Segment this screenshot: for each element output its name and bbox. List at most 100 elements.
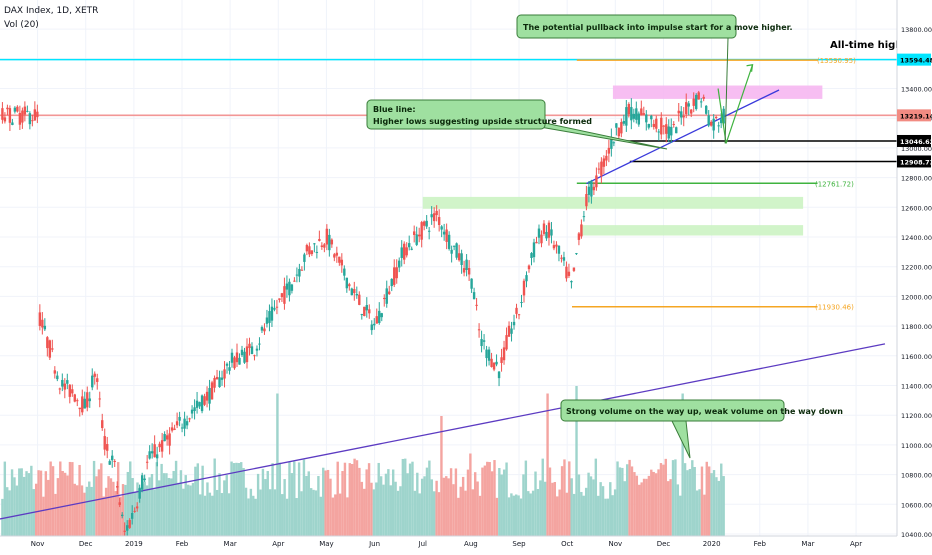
candle-body xyxy=(203,396,206,405)
volume-bar xyxy=(466,469,470,536)
volume-bar xyxy=(307,471,310,536)
volume-bar xyxy=(710,473,713,536)
volume-bar xyxy=(297,462,301,536)
volume-bar xyxy=(88,481,91,536)
volume-bar xyxy=(92,460,96,536)
candle-body xyxy=(662,125,665,127)
candle-body xyxy=(665,124,668,134)
volume-bar xyxy=(331,497,335,536)
candle-body xyxy=(285,283,289,290)
candle-body xyxy=(530,253,533,259)
candle-body xyxy=(467,268,471,275)
candle-body xyxy=(622,120,626,124)
volume-bar xyxy=(343,462,347,536)
volume-bar xyxy=(428,460,431,536)
volume-bar xyxy=(551,482,554,536)
volume-bar xyxy=(652,471,655,536)
volume-bar xyxy=(15,485,19,536)
candle-body xyxy=(91,375,94,388)
candle-body xyxy=(610,137,613,149)
volume-bar xyxy=(609,482,612,536)
volume-bar xyxy=(3,461,7,536)
volume-bar xyxy=(587,472,590,536)
volume-bar xyxy=(314,490,318,536)
candle-body xyxy=(597,168,601,170)
candle-body xyxy=(173,428,176,430)
candle-body xyxy=(58,388,62,390)
volume-bar xyxy=(618,467,622,536)
time-axis-label: Jun xyxy=(368,540,380,548)
candle-body xyxy=(565,266,568,279)
volume-bar xyxy=(638,484,641,536)
candle-body xyxy=(487,349,491,361)
volume-bar xyxy=(650,469,653,536)
volume-bar xyxy=(341,471,344,536)
volume-bar xyxy=(483,465,487,536)
candle-body xyxy=(260,327,264,331)
volume-bar xyxy=(401,458,405,536)
candle-body xyxy=(600,161,603,176)
volume-bar xyxy=(621,467,624,536)
candle-body xyxy=(680,111,683,118)
candle-body xyxy=(288,281,291,296)
candle-body xyxy=(83,398,86,409)
volume-bar xyxy=(449,468,453,536)
candle-body xyxy=(385,288,388,304)
candle-body xyxy=(200,395,204,412)
candle-body xyxy=(263,328,266,332)
volume-bar xyxy=(177,482,180,536)
candle-body xyxy=(188,418,191,420)
volume-bar xyxy=(365,469,368,536)
candle-body xyxy=(295,274,299,276)
volume-bar xyxy=(252,495,255,536)
candle-body xyxy=(690,109,693,114)
candle-body xyxy=(363,306,366,316)
blue-trendline xyxy=(586,89,780,185)
volume-bar xyxy=(707,466,711,536)
candle-body xyxy=(350,288,354,296)
volume-bar xyxy=(145,485,149,536)
volume-bar xyxy=(30,465,33,536)
candle-body xyxy=(570,281,573,283)
candle-body xyxy=(283,286,286,304)
volume-bar xyxy=(223,480,226,536)
candle-body xyxy=(198,402,201,407)
volume-bar xyxy=(512,495,516,536)
candle-body xyxy=(507,325,511,337)
candle-body xyxy=(113,460,116,462)
candle-body xyxy=(430,214,433,218)
candle-body xyxy=(108,461,111,465)
volume-bar xyxy=(425,467,429,536)
volume-bar xyxy=(59,461,62,536)
volume-bar xyxy=(712,470,716,536)
candle-body xyxy=(310,250,314,255)
candle-body xyxy=(652,123,655,127)
candle-body xyxy=(527,265,531,270)
volume-bar xyxy=(39,470,43,536)
time-axis-label: Mar xyxy=(224,540,237,548)
volume-bar xyxy=(500,474,503,536)
volume-bar xyxy=(227,493,231,536)
candle-body xyxy=(615,123,618,128)
candle-body xyxy=(218,377,221,388)
volume-bar xyxy=(604,498,607,536)
volume-bar xyxy=(182,488,185,536)
volume-bar xyxy=(594,458,598,536)
price-tag-label: 13594.48 xyxy=(900,57,932,65)
time-axis-label: May xyxy=(319,540,333,548)
volume-bar xyxy=(37,470,40,536)
volume-bar xyxy=(611,495,614,536)
volume-bar xyxy=(404,458,407,536)
volume-bar xyxy=(717,480,721,536)
callout-pointer-pullback xyxy=(724,37,729,144)
volume-bar xyxy=(640,482,643,536)
volume-bar xyxy=(695,490,699,536)
candle-body xyxy=(412,231,416,235)
volume-bar xyxy=(592,479,595,536)
volume-bar xyxy=(478,495,482,536)
candle-body xyxy=(457,253,461,261)
volume-bar xyxy=(524,460,528,536)
candle-body xyxy=(470,278,473,289)
